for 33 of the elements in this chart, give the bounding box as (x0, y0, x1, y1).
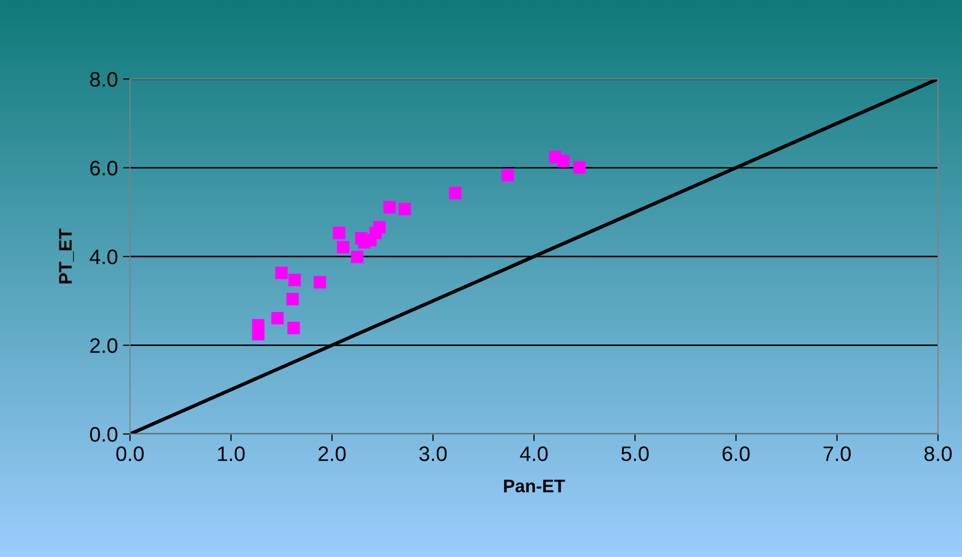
x-tick-label: 2.0 (318, 446, 346, 462)
x-tick-label: 7.0 (824, 446, 851, 462)
x-tick-label: 3.0 (419, 446, 447, 462)
point (275, 266, 288, 280)
y-axis-title: PT_ET (59, 228, 74, 284)
x-tick-label: 0.0 (116, 446, 144, 462)
y-tick-label: 4.0 (90, 250, 118, 264)
x-tick-label: 6.0 (722, 446, 750, 462)
y-tick-label: 2.0 (90, 338, 118, 354)
x-tick-label: 5.0 (621, 446, 649, 462)
point (557, 154, 570, 168)
point (398, 202, 411, 216)
y-tick-label: 8.0 (90, 72, 118, 87)
y-tick-label: 6.0 (90, 160, 118, 176)
point (314, 276, 326, 288)
point (288, 274, 301, 286)
y-tick-label: 0.0 (90, 427, 118, 442)
point (383, 201, 396, 214)
point (252, 328, 264, 340)
x-tick-label: 4.0 (520, 446, 548, 462)
x-axis-title: Pan-ET (504, 480, 565, 492)
point (336, 240, 350, 254)
point (287, 322, 300, 334)
x-tick-label: 8.0 (924, 446, 952, 462)
point (573, 161, 586, 174)
point (332, 226, 346, 240)
point (286, 292, 299, 306)
point (373, 221, 386, 234)
point (271, 312, 284, 324)
x-tick-label: 1.0 (218, 446, 245, 462)
point (449, 186, 462, 200)
point (351, 250, 364, 264)
point (502, 169, 514, 182)
